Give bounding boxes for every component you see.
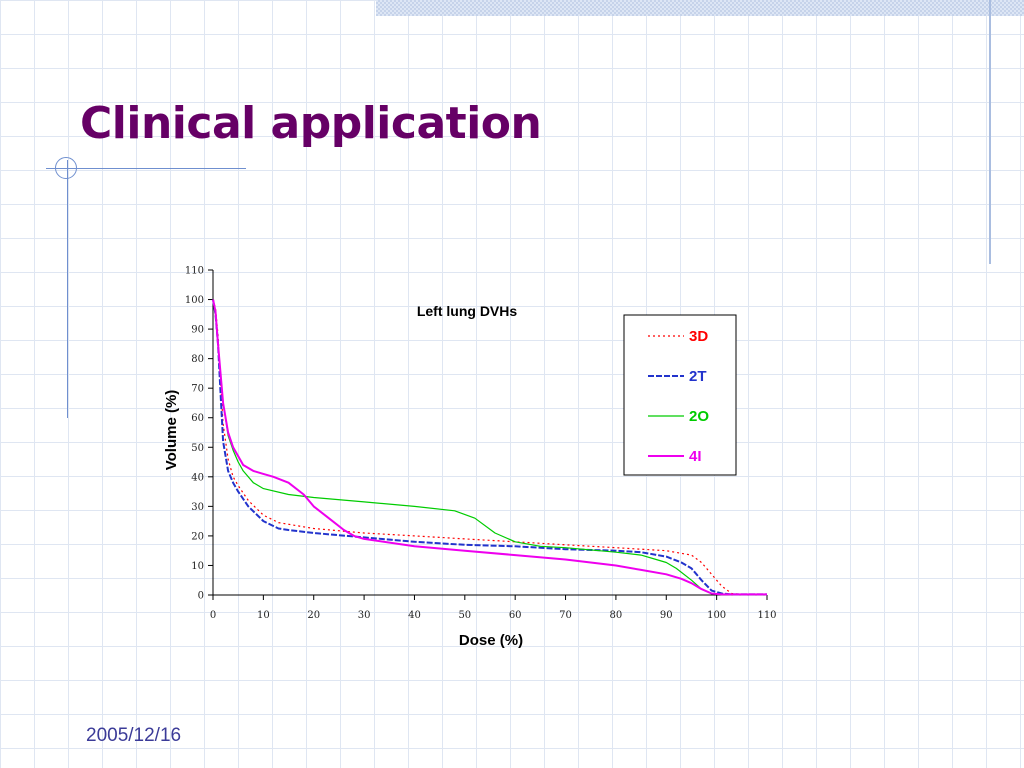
y-tick-label: 60 — [191, 413, 204, 424]
y-tick-label: 10 — [191, 561, 204, 572]
x-tick-label: 70 — [559, 610, 572, 621]
series-line-3d — [212, 299, 767, 596]
slide-date: 2005/12/16 — [86, 725, 182, 746]
top-pattern-band — [376, 0, 1024, 16]
legend-label-4i: 4I — [689, 448, 702, 465]
accent-circle — [55, 157, 77, 179]
x-tick-label: 90 — [660, 610, 673, 621]
legend-label-3d: 3D — [689, 328, 708, 345]
y-tick-label: 50 — [191, 443, 204, 454]
y-tick-label: 70 — [191, 384, 204, 395]
chart-legend: 3D 2T 2O 4I — [648, 328, 709, 465]
x-tick-label: 60 — [509, 610, 522, 621]
y-axis-title: Volume (%) — [163, 390, 180, 471]
chart-series — [212, 299, 767, 596]
y-tick-label: 110 — [185, 266, 204, 277]
series-line-4i — [212, 299, 767, 596]
legend-label-2o: 2O — [689, 408, 709, 425]
title-underline — [46, 168, 246, 169]
chart-axes: 0 10 20 30 40 50 60 70 80 90 100 110 0 10 20 30 40 50 60 70… — [185, 266, 777, 622]
y-tick-label: 20 — [191, 531, 204, 542]
x-tick-label: 40 — [408, 610, 421, 621]
slide-title: Clinical application — [80, 98, 542, 149]
chart-title: Left lung DVHs — [417, 303, 518, 319]
x-tick-label: 30 — [358, 610, 371, 621]
x-tick-label: 10 — [257, 610, 270, 621]
y-tick-label: 100 — [185, 295, 204, 306]
x-tick-label: 20 — [307, 610, 320, 621]
series-line-2t — [212, 299, 767, 596]
y-tick-label: 90 — [191, 325, 204, 336]
legend-box — [623, 314, 737, 476]
series-line-2o — [212, 299, 767, 596]
x-tick-label: 110 — [757, 610, 776, 621]
x-axis-title: Dose (%) — [459, 632, 523, 649]
y-tick-label: 40 — [191, 472, 204, 483]
x-tick-label: 100 — [707, 610, 726, 621]
y-tick-label: 30 — [191, 502, 204, 513]
y-tick-label: 0 — [198, 591, 204, 602]
legend-label-2t: 2T — [689, 368, 707, 385]
x-tick-label: 80 — [610, 610, 623, 621]
x-tick-label: 50 — [458, 610, 471, 621]
x-tick-label: 0 — [210, 610, 216, 621]
left-accent-line — [67, 160, 68, 418]
y-tick-label: 80 — [191, 354, 204, 365]
right-accent-line — [989, 0, 991, 264]
